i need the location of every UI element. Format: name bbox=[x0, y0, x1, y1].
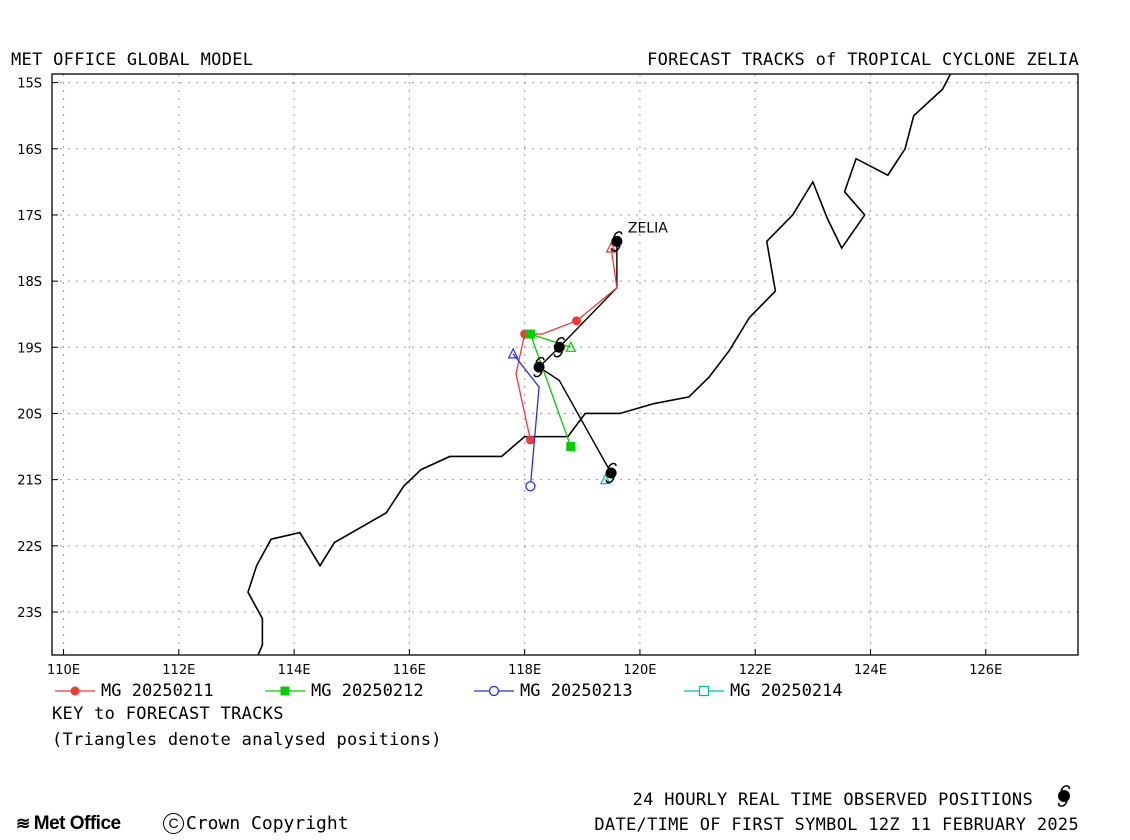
cyclone-arm bbox=[605, 477, 615, 484]
tick-label-x: 120E bbox=[623, 663, 656, 678]
tick-label-y: 23S bbox=[17, 606, 42, 621]
cyclone-core bbox=[611, 235, 623, 247]
observed-track bbox=[537, 241, 618, 474]
legend-swatch bbox=[684, 685, 724, 697]
cyclone-symbol bbox=[611, 231, 623, 252]
tick-label-x: 124E bbox=[854, 663, 887, 678]
forecast-track bbox=[599, 473, 611, 485]
chart-title: FORECAST TRACKS of TROPICAL CYCLONE ZELI… bbox=[647, 50, 1079, 70]
legend-label: MG 20250214 bbox=[730, 681, 843, 701]
coastline bbox=[247, 74, 952, 655]
forecast-marker bbox=[525, 481, 536, 492]
legend-marker bbox=[488, 685, 500, 697]
cyclone-symbol bbox=[553, 337, 565, 358]
forecast-track-line bbox=[515, 247, 618, 441]
coastline-path bbox=[247, 74, 952, 655]
tick-label-y: 20S bbox=[17, 407, 42, 422]
observed-positions-note: 24 HOURLY REAL TIME OBSERVED POSITIONS bbox=[632, 790, 1033, 810]
tick-label-y: 17S bbox=[17, 209, 42, 224]
legend-swatch bbox=[265, 686, 305, 696]
cyclone-arm bbox=[611, 245, 621, 252]
wave-icon: ≋ bbox=[16, 814, 30, 833]
forecast-track-line bbox=[512, 353, 540, 487]
copyright-icon: C bbox=[163, 813, 184, 834]
cyclone-symbol-icon bbox=[1057, 785, 1071, 807]
map-frame bbox=[51, 73, 1079, 656]
tick-label-y: 16S bbox=[17, 143, 42, 158]
first-symbol-datetime: DATE/TIME OF FIRST SYMBOL 12Z 11 FEBRUAR… bbox=[594, 815, 1079, 835]
legend-marker bbox=[698, 685, 710, 697]
copyright: C Crown Copyright bbox=[163, 813, 349, 834]
key-note: (Triangles denote analysed positions) bbox=[52, 730, 442, 750]
storm-label: ZELIA bbox=[628, 220, 668, 236]
cyclone-core bbox=[533, 361, 545, 373]
forecast-marker bbox=[525, 329, 535, 339]
forecast-marker bbox=[525, 435, 535, 445]
analysed-position-triangle bbox=[605, 241, 617, 253]
forecast-track bbox=[515, 241, 618, 445]
tick-label-y: 15S bbox=[17, 77, 42, 92]
tick-label-x: 110E bbox=[47, 663, 80, 678]
copyright-text: Crown Copyright bbox=[186, 813, 349, 834]
tick-label-y: 21S bbox=[17, 474, 42, 489]
legend-swatch bbox=[474, 685, 514, 697]
tick-label-y: 19S bbox=[17, 341, 42, 356]
cyclone-arm bbox=[553, 351, 563, 358]
key-title: KEY to FORECAST TRACKS bbox=[52, 704, 284, 724]
analysed-position-triangle bbox=[599, 473, 611, 485]
forecast-track bbox=[507, 347, 540, 492]
cyclone-symbol bbox=[605, 462, 617, 484]
axis-ticks: 110E 112E 114E 116E 118E 120E 122E 124E 126E 15S 1… bbox=[17, 77, 1002, 678]
tick-label-x: 116E bbox=[393, 663, 426, 678]
tick-label-y: 22S bbox=[17, 540, 42, 555]
cyclone-arm bbox=[607, 462, 617, 469]
legend-label: MG 20250213 bbox=[520, 681, 633, 701]
cyclone-symbol bbox=[533, 356, 545, 378]
cyclone-arm bbox=[613, 231, 623, 238]
tick-label-x: 122E bbox=[739, 663, 772, 678]
met-office-logo: ≋ Met Office bbox=[16, 813, 121, 835]
legend-marker bbox=[70, 686, 80, 696]
tick-label-x: 114E bbox=[278, 663, 311, 678]
cyclone-arm bbox=[535, 356, 545, 363]
cyclone-arm bbox=[533, 371, 543, 378]
cyclone-arm bbox=[555, 337, 565, 344]
grid bbox=[52, 74, 1078, 655]
analysed-position-triangle bbox=[507, 347, 519, 359]
forecast-marker bbox=[566, 442, 576, 452]
legend-swatch bbox=[55, 686, 95, 696]
cyclone-core bbox=[605, 467, 617, 479]
cyclone-core bbox=[553, 341, 565, 353]
logo-text: Met Office bbox=[33, 813, 121, 834]
tracks bbox=[507, 231, 623, 492]
tick-label-x: 126E bbox=[969, 663, 1002, 678]
tick-label-x: 112E bbox=[162, 663, 195, 678]
forecast-marker bbox=[572, 316, 582, 326]
legend-marker bbox=[280, 686, 290, 696]
analysed-position-triangle bbox=[565, 340, 577, 352]
model-title: MET OFFICE GLOBAL MODEL bbox=[11, 50, 254, 70]
legend-label: MG 20250211 bbox=[101, 681, 214, 701]
tick-label-y: 18S bbox=[17, 275, 42, 290]
tick-label-x: 118E bbox=[508, 663, 541, 678]
legend-label: MG 20250212 bbox=[311, 681, 424, 701]
